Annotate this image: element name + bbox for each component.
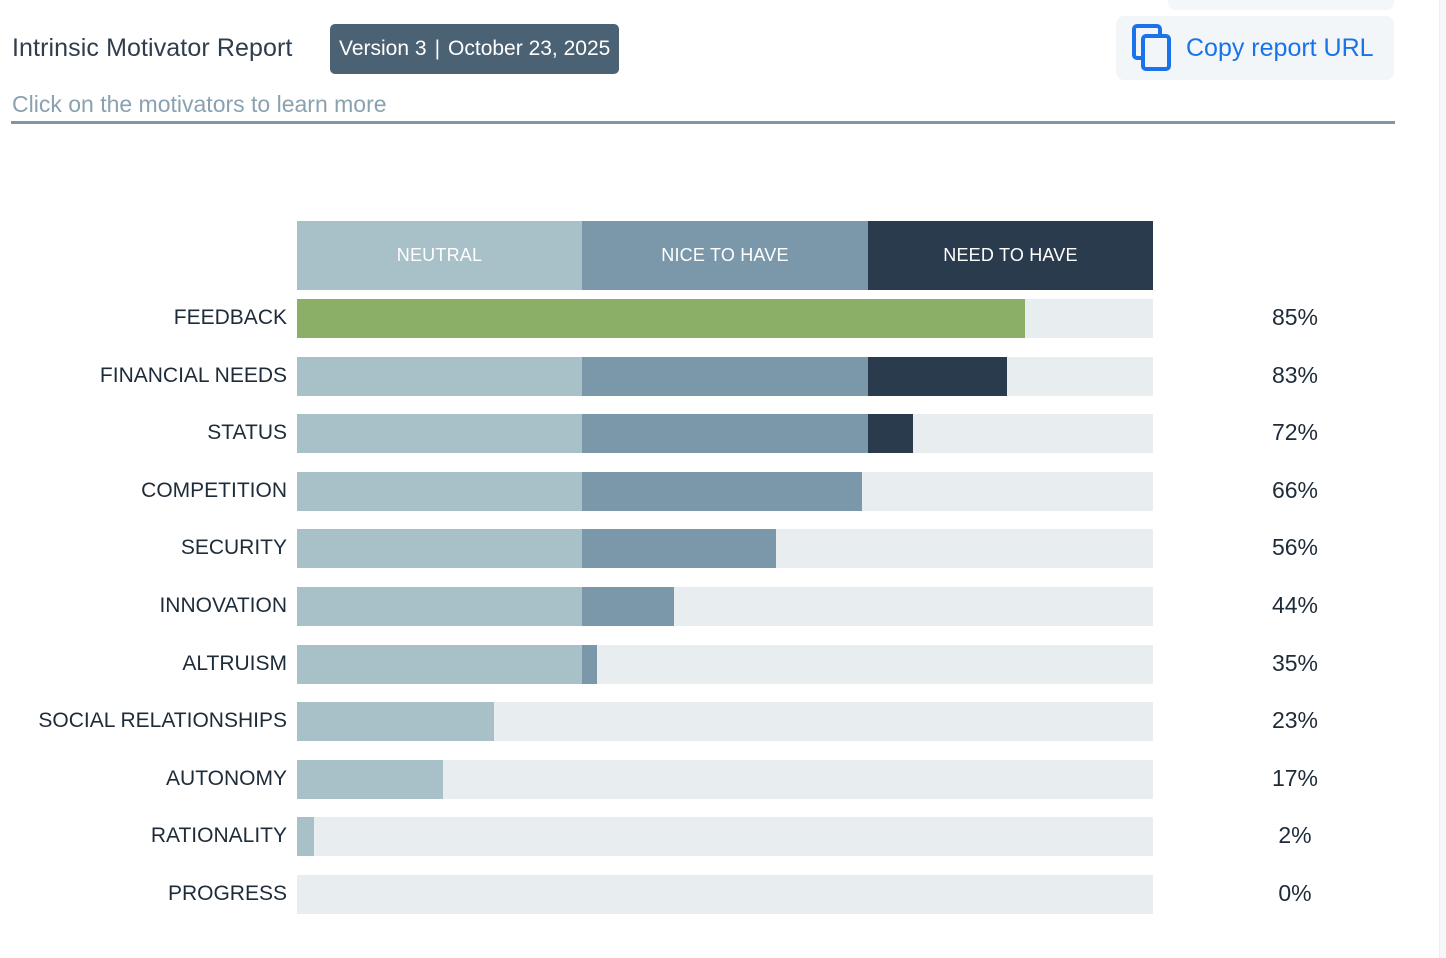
bar-segment-neutral [297,357,582,396]
motivator-value-status: 72% [1271,419,1319,445]
motivator-value-feedback: 85% [1271,304,1319,330]
motivator-bar-security[interactable] [297,529,1153,568]
page-title: Intrinsic Motivator Report [12,34,293,62]
motivator-label-security[interactable]: SECURITY [180,536,287,559]
bar-segment-nice-to-have [582,529,776,568]
band-header: NEUTRAL NICE TO HAVE NEED TO HAVE [297,221,1153,290]
header-divider [11,121,1395,124]
bar-segment-neutral [297,760,443,799]
copy-report-url-label: Copy report URL [1186,33,1374,62]
motivator-value-autonomy: 17% [1271,765,1319,791]
motivator-label-progress[interactable]: PROGRESS [167,882,287,905]
motivator-label-status[interactable]: STATUS [207,421,287,444]
motivator-bar-progress[interactable] [297,875,1153,914]
motivator-bar-social-relationships[interactable] [297,702,1153,741]
motivator-bar-competition[interactable] [297,472,1153,511]
bar-segment-neutral [297,414,582,453]
copy-report-url-button[interactable]: Copy report URL [1116,16,1394,80]
band-header-need-to-have: NEED TO HAVE [868,221,1153,290]
motivator-bar-innovation[interactable] [297,587,1153,626]
bar-segment-need-to-have [868,414,913,453]
bar-segment-neutral [297,702,494,741]
scrollbar[interactable] [1439,0,1446,958]
motivator-value-progress: 0% [1278,880,1312,906]
motivator-label-financial-needs[interactable]: FINANCIAL NEEDS [99,364,287,387]
motivator-label-feedback[interactable]: FEEDBACK [173,306,287,329]
motivator-label-rationality[interactable]: RATIONALITY [150,824,287,847]
bar-segment-nice-to-have [582,587,674,626]
top-tab-edge [1168,0,1394,10]
bar-fill-highlight [297,299,1025,338]
bar-segment-neutral [297,529,582,568]
version-label: Version 3 [339,37,427,60]
bar-segment-neutral [297,817,314,856]
motivator-value-financial-needs: 83% [1271,362,1319,388]
bar-segment-nice-to-have [582,414,868,453]
motivator-bar-financial-needs[interactable] [297,357,1153,396]
learn-more-hint: Click on the motivators to learn more [12,91,387,117]
motivator-label-altruism[interactable]: ALTRUISM [182,652,287,675]
bar-segment-need-to-have [868,357,1007,396]
bar-segment-neutral [297,472,582,511]
motivator-label-autonomy[interactable]: AUTONOMY [166,767,287,790]
band-header-neutral: NEUTRAL [297,221,582,290]
version-date: October 23, 2025 [448,37,611,60]
motivator-value-competition: 66% [1271,477,1319,503]
motivator-label-competition[interactable]: COMPETITION [141,479,287,502]
motivator-bar-autonomy[interactable] [297,760,1153,799]
bar-segment-neutral [297,645,582,684]
bar-segment-neutral [297,587,582,626]
bar-segment-nice-to-have [582,645,597,684]
version-badge: Version 3 | October 23, 2025 [330,24,620,74]
bar-segment-nice-to-have [582,472,862,511]
motivator-bar-feedback[interactable] [297,299,1153,338]
motivator-value-security: 56% [1271,534,1319,560]
motivator-label-innovation[interactable]: INNOVATION [159,594,287,617]
motivator-value-innovation: 44% [1271,592,1319,618]
band-header-nice-to-have: NICE TO HAVE [582,221,868,290]
motivator-value-rationality: 2% [1278,822,1312,848]
motivator-value-social-relationships: 23% [1271,707,1319,733]
motivator-bar-rationality[interactable] [297,817,1153,856]
version-separator: | [434,37,441,60]
motivator-bar-status[interactable] [297,414,1153,453]
bar-segment-nice-to-have [582,357,868,396]
motivator-label-social-relationships[interactable]: SOCIAL RELATIONSHIPS [38,709,287,732]
motivator-bar-altruism[interactable] [297,645,1153,684]
motivator-value-altruism: 35% [1271,650,1319,676]
copy-icon [1132,24,1172,72]
